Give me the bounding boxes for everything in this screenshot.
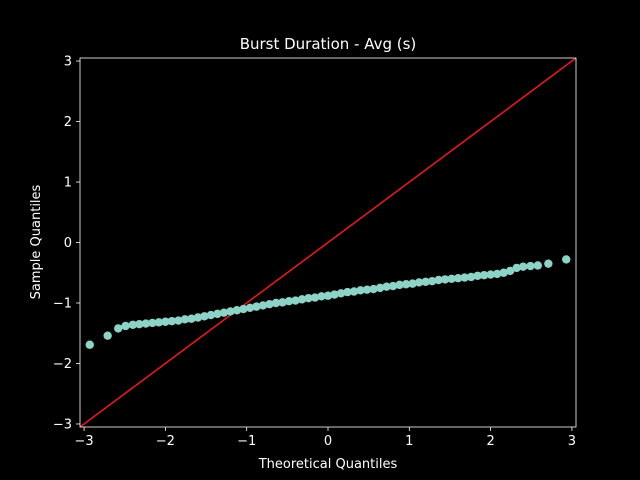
data-point [141,319,151,328]
x-tick-label: −2 [156,434,175,449]
y-tick-label: 3 [64,55,72,70]
data-point [232,306,242,315]
y-axis-ticks: −3 −2 −1 0 1 2 3 [53,55,80,432]
x-tick-label: 2 [486,434,494,449]
data-point [304,293,313,303]
reference-line [80,58,576,427]
data-point [271,298,281,308]
data-point [343,287,352,297]
y-tick-label: −1 [53,296,72,311]
data-point [252,302,261,311]
data-point [382,282,391,291]
x-tick-label: 1 [405,434,413,449]
data-point [310,293,320,302]
data-point [408,279,417,288]
data-point [323,291,333,300]
data-point [284,296,294,306]
data-point [200,312,209,321]
data-point [174,316,183,325]
data-point [349,287,359,296]
y-tick-label: −2 [53,357,72,372]
chart-title: Burst Duration - Avg (s) [240,35,417,53]
data-point [369,284,378,294]
data-point [278,298,287,307]
data-point [265,300,274,309]
data-point [562,255,571,264]
data-point [103,331,112,340]
data-point [291,296,300,305]
data-point [505,266,515,276]
data-point [401,280,411,289]
data-points-layer [85,255,571,349]
data-point [518,262,528,271]
data-point [187,314,196,323]
data-point [388,281,398,291]
reference-line-layer [80,58,576,427]
data-point [512,263,521,273]
data-point [297,295,307,304]
data-point [167,316,177,326]
data-point [395,280,404,290]
data-point [148,318,157,328]
data-point [114,324,123,333]
data-point [434,275,443,285]
data-point [492,269,502,279]
data-point [226,307,235,316]
data-point [85,340,94,349]
data-point [193,313,203,322]
x-axis-label: Theoretical Quantiles [258,457,398,472]
y-tick-label: 0 [64,236,72,251]
data-point [466,272,476,282]
data-point [362,285,372,294]
y-axis-label: Sample Quantiles [29,184,44,299]
data-point [453,273,463,283]
data-point [499,268,508,277]
x-tick-label: −3 [74,434,93,449]
data-point [180,315,190,324]
data-point [533,261,542,270]
data-point [544,259,553,268]
x-tick-label: −1 [237,434,256,449]
y-tick-label: 1 [64,176,72,191]
data-point [245,303,255,313]
data-point [161,317,170,326]
data-point [526,261,535,271]
data-point [258,301,268,310]
data-point [330,290,339,299]
data-point [460,273,469,282]
data-point [440,275,450,284]
x-axis-ticks: −3 −2 −1 0 1 2 3 [74,427,576,449]
data-point [356,286,365,295]
data-point [206,310,216,320]
data-point [135,319,144,329]
data-point [121,321,130,331]
data-point [213,309,222,319]
data-point [414,278,424,287]
data-point [239,304,248,314]
data-point [375,283,385,293]
data-point [473,271,482,280]
data-point [128,320,138,329]
data-point [154,318,164,327]
data-point [447,274,456,283]
data-point [317,292,326,301]
y-tick-label: 2 [64,115,72,130]
x-tick-label: 0 [324,434,332,449]
x-tick-label: 3 [568,434,576,449]
y-tick-label: −3 [53,417,72,432]
data-point [219,308,229,317]
data-point [421,277,430,287]
data-point [336,289,346,298]
data-point [427,277,437,286]
data-point [486,270,495,279]
data-point [479,270,489,280]
